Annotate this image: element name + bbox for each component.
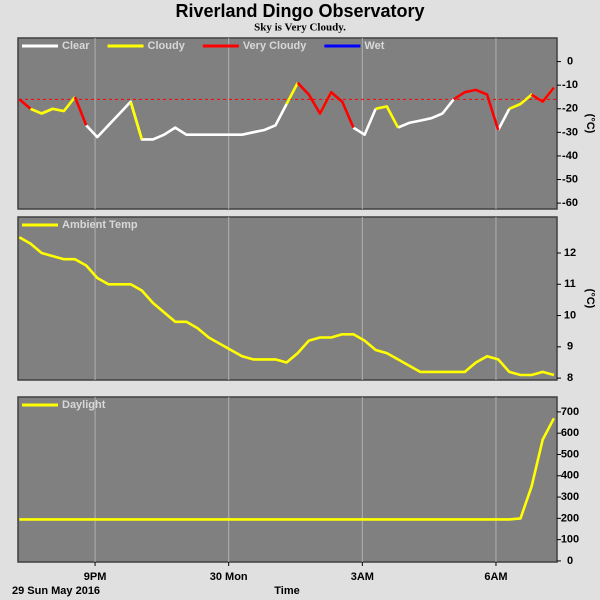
y-tick-label: 10 xyxy=(564,309,576,321)
series-line xyxy=(18,236,555,377)
y-tick-label: 600 xyxy=(561,427,579,439)
plot-area xyxy=(17,396,558,563)
legend-label: Daylight xyxy=(62,399,106,411)
plot-area xyxy=(17,216,558,381)
y-tick-label: 300 xyxy=(561,491,579,503)
y-tick-label: 8 xyxy=(567,372,573,384)
series-line xyxy=(18,81,555,131)
y-tick-label: 400 xyxy=(561,470,579,482)
legend-label: Wet xyxy=(364,40,384,52)
legend-label: Ambient Temp xyxy=(62,219,138,231)
legend-label: Cloudy xyxy=(148,40,186,52)
x-tick-label: 3AM xyxy=(351,571,374,583)
y-tick-label: 9 xyxy=(567,341,573,353)
series-line xyxy=(19,417,556,521)
y-tick-label: -60 xyxy=(562,197,578,209)
y-tick-label: 12 xyxy=(564,247,576,259)
x-axis-label: Time xyxy=(274,585,299,597)
y-tick-label: -10 xyxy=(562,79,578,91)
chart-subtitle: Sky is Very Cloudy. xyxy=(254,22,346,34)
y-tick-label: 11 xyxy=(564,278,576,290)
y-tick-label: -30 xyxy=(562,126,578,138)
x-tick-label: 30 Mon xyxy=(210,571,248,583)
y-tick-label: 0 xyxy=(567,555,573,567)
date-label: 29 Sun May 2016 xyxy=(12,585,100,597)
y-axis-label: (°C) xyxy=(584,289,596,309)
plot-area xyxy=(17,37,558,210)
y-tick-label: 500 xyxy=(561,448,579,460)
y-tick-label: -20 xyxy=(562,103,578,115)
y-tick-label: -40 xyxy=(562,150,578,162)
legend-label: Very Cloudy xyxy=(243,40,307,52)
y-tick-label: 100 xyxy=(561,534,579,546)
y-tick-label: 0 xyxy=(567,55,573,67)
chart-title: Riverland Dingo Observatory xyxy=(175,1,424,21)
y-tick-label: -50 xyxy=(562,173,578,185)
y-tick-label: 200 xyxy=(561,512,579,524)
y-tick-label: 700 xyxy=(561,406,579,418)
y-axis-label: (°C) xyxy=(584,114,596,134)
legend-label: Clear xyxy=(62,40,90,52)
x-tick-label: 6AM xyxy=(484,571,507,583)
x-tick-label: 9PM xyxy=(84,571,107,583)
